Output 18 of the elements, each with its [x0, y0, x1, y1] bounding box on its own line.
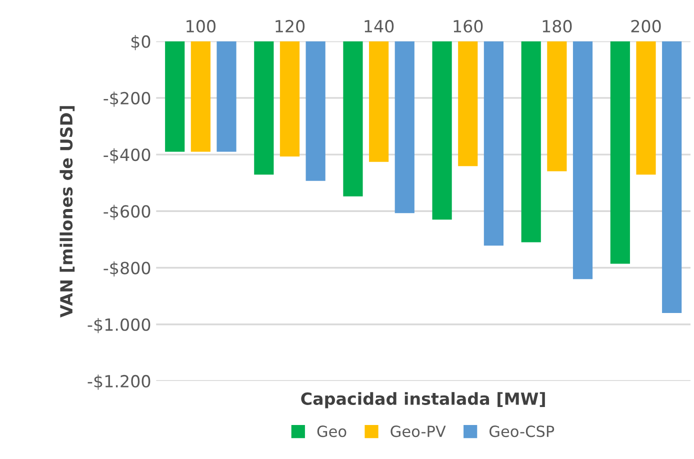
- y-tick-label: -$1.000: [88, 318, 150, 334]
- x-tick-label: 200: [631, 20, 661, 33]
- y-tick-label: $0: [131, 34, 150, 50]
- y-tick-label: -$400: [104, 148, 150, 164]
- y-axis-title: VAN [millones de USD]: [60, 106, 75, 318]
- x-tick-label: 180: [542, 20, 572, 33]
- legend-label: Geo-CSP: [490, 426, 554, 438]
- y-tick-label: -$200: [104, 92, 150, 107]
- x-axis-title: Capacidad instalada [MW]: [301, 392, 545, 408]
- y-tick-label: -$600: [104, 204, 150, 220]
- legend-label: Geo-PV: [390, 426, 446, 438]
- x-tick-label: 100: [186, 20, 216, 33]
- y-tick-label: -$1.200: [88, 374, 150, 390]
- x-tick-label: 140: [364, 20, 394, 33]
- legend-label: Geo: [317, 426, 346, 438]
- x-tick-label: 120: [276, 20, 305, 33]
- y-tick-label: -$800: [104, 261, 150, 277]
- x-tick-label: 160: [454, 20, 483, 33]
